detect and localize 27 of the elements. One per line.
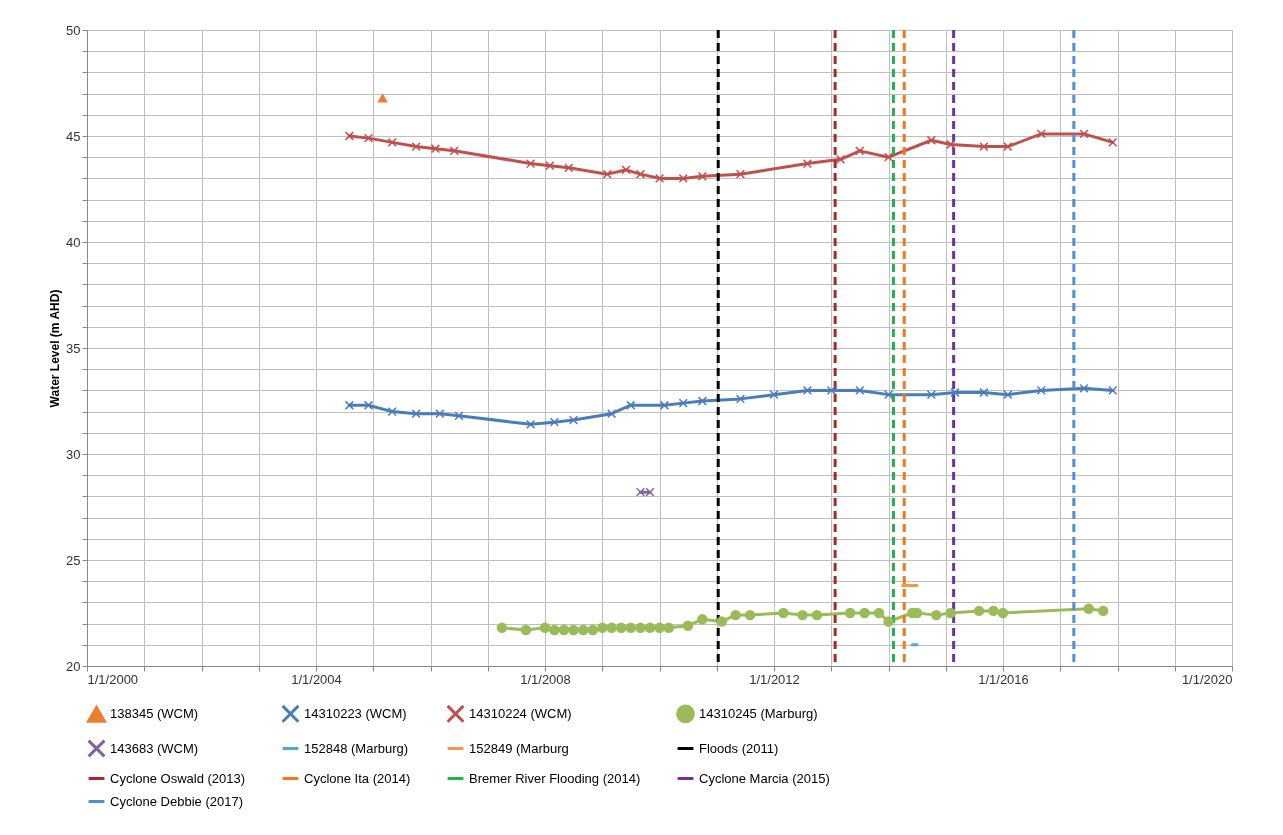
- y-tick-label: 35: [66, 340, 81, 356]
- legend-label: Cyclone Oswald (2013): [110, 770, 246, 786]
- legend-label: Bremer River Flooding (2014): [469, 770, 641, 786]
- legend-label: 143683 (WCM): [110, 740, 199, 756]
- legend-label: 152849 (Marburg: [469, 740, 569, 756]
- x-tick-label: 1/1/2020: [1181, 671, 1233, 687]
- x-tick-label: 1/1/2012: [749, 671, 800, 687]
- legend-label: Cyclone Marcia (2015): [699, 770, 830, 786]
- y-axis-title: Water Level (m AHD): [48, 289, 63, 408]
- y-tick-label: 40: [66, 234, 81, 250]
- legend-label: 152848 (Marburg): [304, 740, 409, 756]
- x-tick-label: 1/1/2000: [87, 671, 139, 687]
- legend-label: Cyclone Ita (2014): [304, 770, 411, 786]
- y-tick-label: 25: [66, 552, 81, 568]
- y-tick-label: 30: [66, 446, 81, 462]
- y-tick-label: 20: [66, 658, 81, 674]
- legend-label: 138345 (WCM): [110, 706, 199, 722]
- y-tick-label: 45: [66, 128, 81, 144]
- x-tick-label: 1/1/2004: [291, 671, 342, 687]
- x-tick-label: 1/1/2016: [978, 671, 1029, 687]
- y-tick-label: 50: [66, 22, 81, 38]
- legend-label: Floods (2011): [699, 740, 779, 756]
- legend-label: 14310223 (WCM): [304, 705, 407, 721]
- x-tick-label: 1/1/2008: [520, 671, 571, 687]
- legend-label: 14310224 (WCM): [469, 705, 572, 721]
- legend-label: Cyclone Debbie (2017): [110, 793, 243, 809]
- legend-label: 14310245 (Marburg): [699, 705, 818, 721]
